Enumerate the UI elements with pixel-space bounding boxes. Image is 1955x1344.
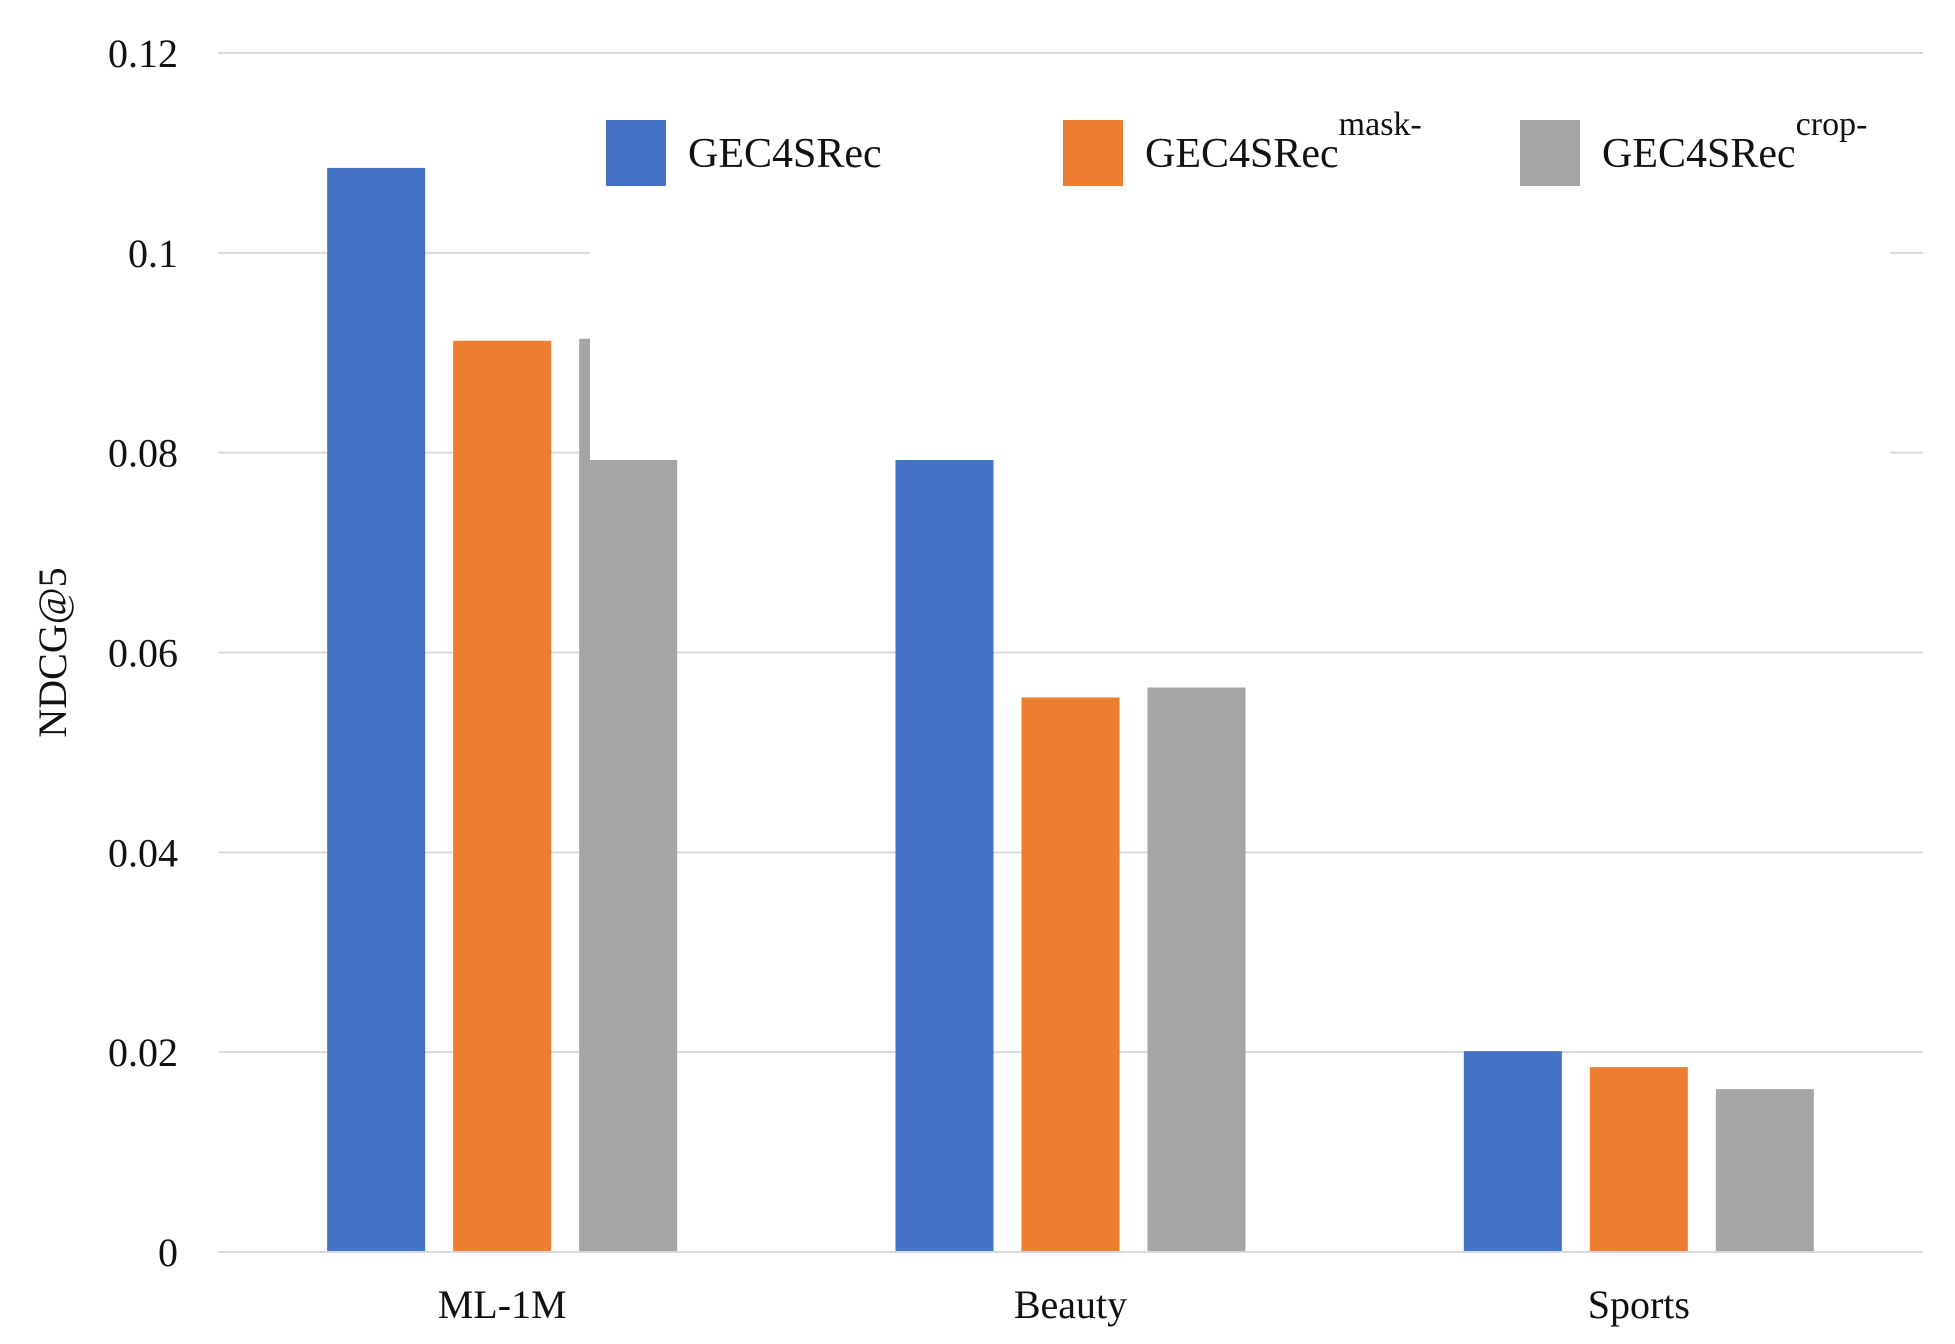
y-tick-label: 0.12: [108, 31, 178, 76]
y-axis-label: NDCG@5: [30, 567, 75, 737]
y-tick-label: 0.06: [108, 631, 178, 676]
bar-ml-1m-series-1: [327, 167, 426, 1252]
y-tick-label: 0.02: [108, 1030, 178, 1075]
x-tick-label: ML-1M: [438, 1282, 567, 1327]
legend-entry: GEC4SRec: [606, 120, 882, 186]
bar-ml-1m-series-2: [453, 340, 552, 1252]
x-tick-label: Sports: [1588, 1282, 1690, 1327]
y-tick-label: 0.1: [128, 231, 178, 276]
bar-beauty-series-1: [895, 389, 994, 1252]
legend-swatch: [1063, 120, 1123, 186]
legend-swatch: [606, 120, 666, 186]
bars: [327, 167, 1814, 1252]
legend-swatch: [1520, 120, 1580, 186]
axes: 0 0.02 0.04 0.06 0.08 0.1 0.12 NDCG@5 ML-1M Beaut…: [30, 31, 1923, 1327]
bar-beauty-series-3: [1147, 687, 1246, 1252]
y-tick-label: 0.04: [108, 830, 178, 875]
bar-sports-series-3: [1715, 1089, 1814, 1252]
bar-sports-series-1: [1463, 1051, 1562, 1252]
legend-background: [590, 100, 1890, 460]
bar-sports-series-2: [1589, 1067, 1688, 1252]
legend-label: GEC4SRec: [688, 131, 882, 177]
bar-beauty-series-2: [1021, 697, 1120, 1252]
legend-superscript: crop-: [1796, 106, 1868, 143]
legend-superscript: mask-: [1339, 106, 1422, 143]
bar-ml-1m-series-3: [579, 338, 678, 1252]
y-tick-label: 0.08: [108, 431, 178, 476]
x-tick-label: Beauty: [1014, 1282, 1127, 1327]
y-tick-label: 0: [158, 1230, 178, 1275]
legend: GEC4SRec GEC4SRecmask-GEC4SReccrop-: [590, 100, 1890, 460]
